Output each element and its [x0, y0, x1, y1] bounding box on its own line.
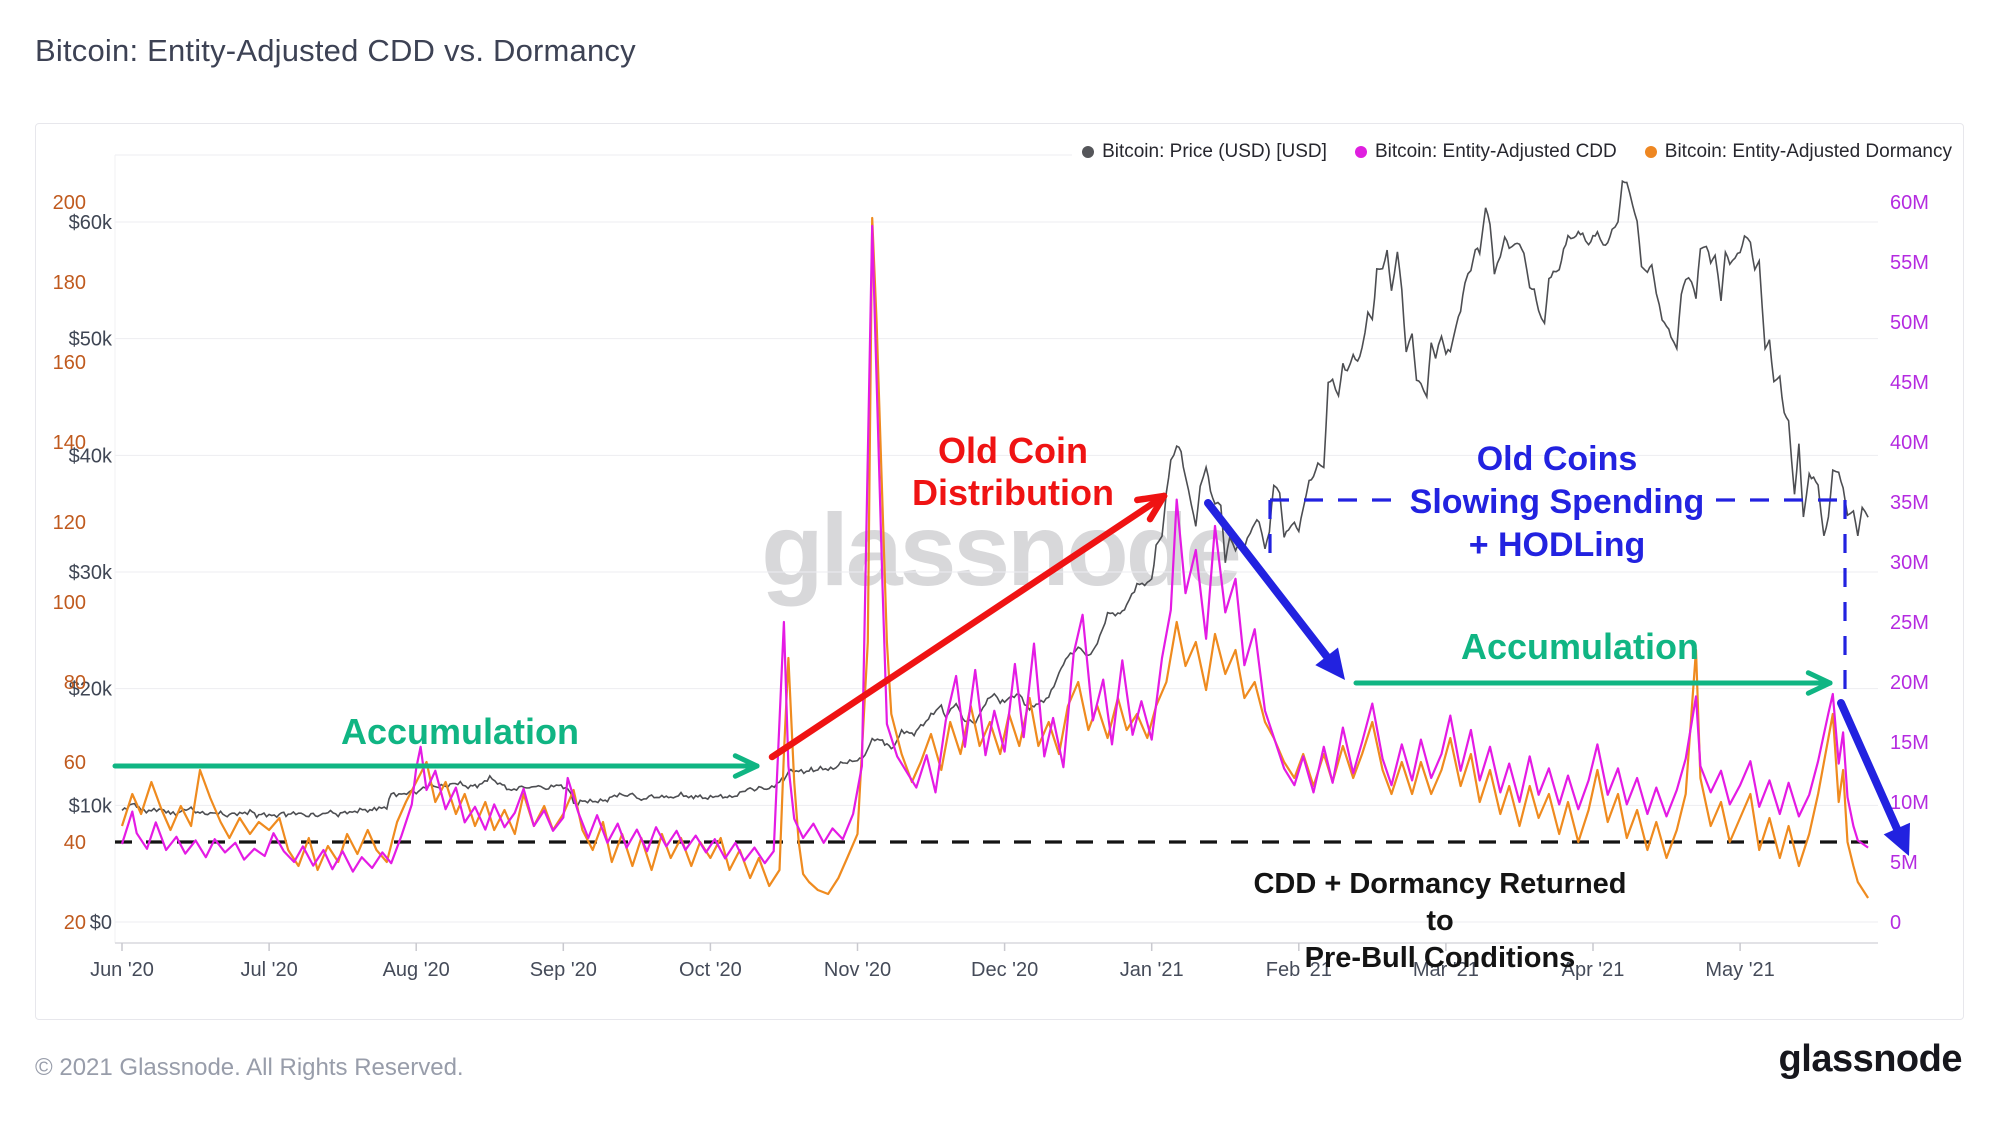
legend-label-price: Bitcoin: Price (USD) [USD] — [1102, 141, 1327, 162]
annotation-accumulation-left: Accumulation — [340, 711, 580, 752]
y-axis-label-cdd: 45M — [1890, 372, 1929, 394]
y-axis-label-price: $40k — [69, 445, 113, 467]
y-axis-label-cdd: 35M — [1890, 492, 1929, 514]
y-axis-label-price: $30k — [69, 562, 113, 584]
glassnode-watermark: glassnode — [761, 493, 1241, 607]
y-axis-label-cdd: 5M — [1890, 852, 1918, 874]
x-axis-label: Dec '20 — [971, 959, 1038, 981]
annotation-old-coins-hodling: Old Coins Slowing Spending + HODLing — [1409, 440, 1705, 564]
dormancy-legend-dot-icon — [1644, 146, 1657, 158]
hodl-right-arrow-line — [1837, 699, 1906, 844]
x-axis-label: May '21 — [1705, 959, 1774, 981]
y-axis-label-cdd: 55M — [1890, 252, 1929, 274]
y-axis-label-dormancy: 160 — [53, 352, 86, 374]
y-axis-label-price: $10k — [69, 795, 113, 817]
y-axis-label-dormancy: 80 — [64, 672, 86, 694]
y-axis-label-dormancy: 180 — [53, 272, 86, 294]
y-axis-label-cdd: 0 — [1890, 912, 1901, 934]
old-coin-distribution-arrow-head — [1146, 492, 1168, 523]
hodl-left-arrow-line — [1204, 499, 1338, 670]
series-dormancy-line — [120, 216, 1870, 899]
x-axis-label: Apr '21 — [1562, 959, 1625, 981]
legend-item-price[interactable]: Bitcoin: Price (USD) [USD] — [1082, 141, 1327, 163]
x-axis-label: Jan '21 — [1120, 959, 1184, 981]
y-axis-label-price: $50k — [69, 329, 113, 351]
y-axis-label-dormancy: 40 — [64, 832, 86, 854]
annotation-accumulation-right: Accumulation — [1460, 626, 1700, 667]
cdd-legend-dot-icon — [1354, 146, 1367, 158]
y-axis-label-cdd: 50M — [1890, 312, 1929, 334]
y-axis-label-cdd: 60M — [1890, 192, 1929, 214]
y-axis-label-cdd: 30M — [1890, 552, 1929, 574]
x-axis-label: Oct '20 — [679, 959, 742, 981]
x-axis-label: Jun '20 — [90, 959, 154, 981]
price-legend-dot-icon — [1082, 146, 1095, 158]
y-axis-label-price: $0 — [90, 912, 112, 934]
annotation-prebull-conditions: CDD + Dormancy Returned to Pre-Bull Cond… — [1253, 868, 1627, 974]
accumulation-right-arrow-head — [1805, 680, 1833, 696]
y-axis-label-price: $20k — [69, 679, 113, 701]
accumulation-left-arrow-head — [732, 753, 760, 769]
hodl-right-arrow-head — [1883, 822, 1910, 856]
y-axis-label-cdd: 10M — [1890, 792, 1929, 814]
y-axis-label-dormancy: 120 — [53, 512, 86, 534]
annotation-old-coin-distribution: Old Coin Distribution — [912, 430, 1114, 513]
x-axis-label: Feb '21 — [1266, 959, 1332, 981]
legend-label-cdd: Bitcoin: Entity-Adjusted CDD — [1374, 141, 1617, 162]
y-axis-label-cdd: 15M — [1890, 732, 1929, 754]
y-axis-label-dormancy: 100 — [53, 592, 86, 614]
accumulation-left-arrow-head — [732, 763, 760, 779]
y-axis-label-cdd: 20M — [1890, 672, 1929, 694]
legend-item-dormancy[interactable]: Bitcoin: Entity-Adjusted Dormancy — [1644, 141, 1952, 163]
chart-legend: Bitcoin: Price (USD) [USD] Bitcoin: Enti… — [1072, 141, 1952, 163]
hodl-left-arrow-head — [1315, 647, 1345, 680]
x-axis-label: Sep '20 — [530, 959, 597, 981]
x-axis-label: Mar '21 — [1413, 959, 1479, 981]
x-axis-label: Aug '20 — [383, 959, 450, 981]
page-title: Bitcoin: Entity-Adjusted CDD vs. Dormanc… — [35, 33, 636, 68]
y-axis-label-dormancy: 60 — [64, 752, 86, 774]
accumulation-right-arrow-head — [1805, 670, 1833, 686]
x-axis-label: Jul '20 — [241, 959, 298, 981]
x-axis-label: Nov '20 — [824, 959, 891, 981]
legend-item-cdd[interactable]: Bitcoin: Entity-Adjusted CDD — [1354, 141, 1617, 163]
glassnode-logo[interactable]: glassnode — [1778, 1038, 1963, 1080]
y-axis-label-dormancy: 20 — [64, 912, 86, 934]
y-axis-label-cdd: 25M — [1890, 612, 1929, 634]
old-coin-distribution-arrow-line — [768, 492, 1168, 761]
old-coin-distribution-arrow-head — [1134, 492, 1168, 504]
footer-copyright: © 2021 Glassnode. All Rights Reserved. — [35, 1054, 464, 1081]
legend-label-dormancy: Bitcoin: Entity-Adjusted Dormancy — [1664, 141, 1952, 162]
y-axis-label-dormancy: 140 — [53, 432, 86, 454]
y-axis-label-dormancy: 200 — [53, 192, 86, 214]
y-axis-label-cdd: 40M — [1890, 432, 1929, 454]
y-axis-label-price: $60k — [69, 212, 113, 234]
